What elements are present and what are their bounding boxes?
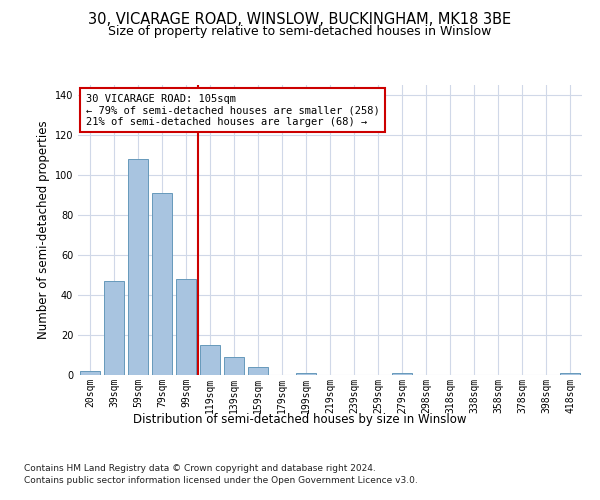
Bar xyxy=(560,373,580,375)
Bar xyxy=(296,373,316,375)
Text: 30 VICARAGE ROAD: 105sqm
← 79% of semi-detached houses are smaller (258)
21% of : 30 VICARAGE ROAD: 105sqm ← 79% of semi-d… xyxy=(86,94,379,127)
Y-axis label: Number of semi-detached properties: Number of semi-detached properties xyxy=(37,120,50,340)
Text: Size of property relative to semi-detached houses in Winslow: Size of property relative to semi-detach… xyxy=(109,25,491,38)
Bar xyxy=(392,373,412,375)
Bar xyxy=(104,281,124,375)
Bar xyxy=(80,371,100,375)
Bar xyxy=(200,345,220,375)
Bar xyxy=(176,279,196,375)
Text: 30, VICARAGE ROAD, WINSLOW, BUCKINGHAM, MK18 3BE: 30, VICARAGE ROAD, WINSLOW, BUCKINGHAM, … xyxy=(88,12,512,28)
Text: Distribution of semi-detached houses by size in Winslow: Distribution of semi-detached houses by … xyxy=(133,412,467,426)
Bar xyxy=(128,159,148,375)
Bar xyxy=(248,367,268,375)
Text: Contains HM Land Registry data © Crown copyright and database right 2024.: Contains HM Land Registry data © Crown c… xyxy=(24,464,376,473)
Text: Contains public sector information licensed under the Open Government Licence v3: Contains public sector information licen… xyxy=(24,476,418,485)
Bar xyxy=(152,193,172,375)
Bar xyxy=(224,357,244,375)
